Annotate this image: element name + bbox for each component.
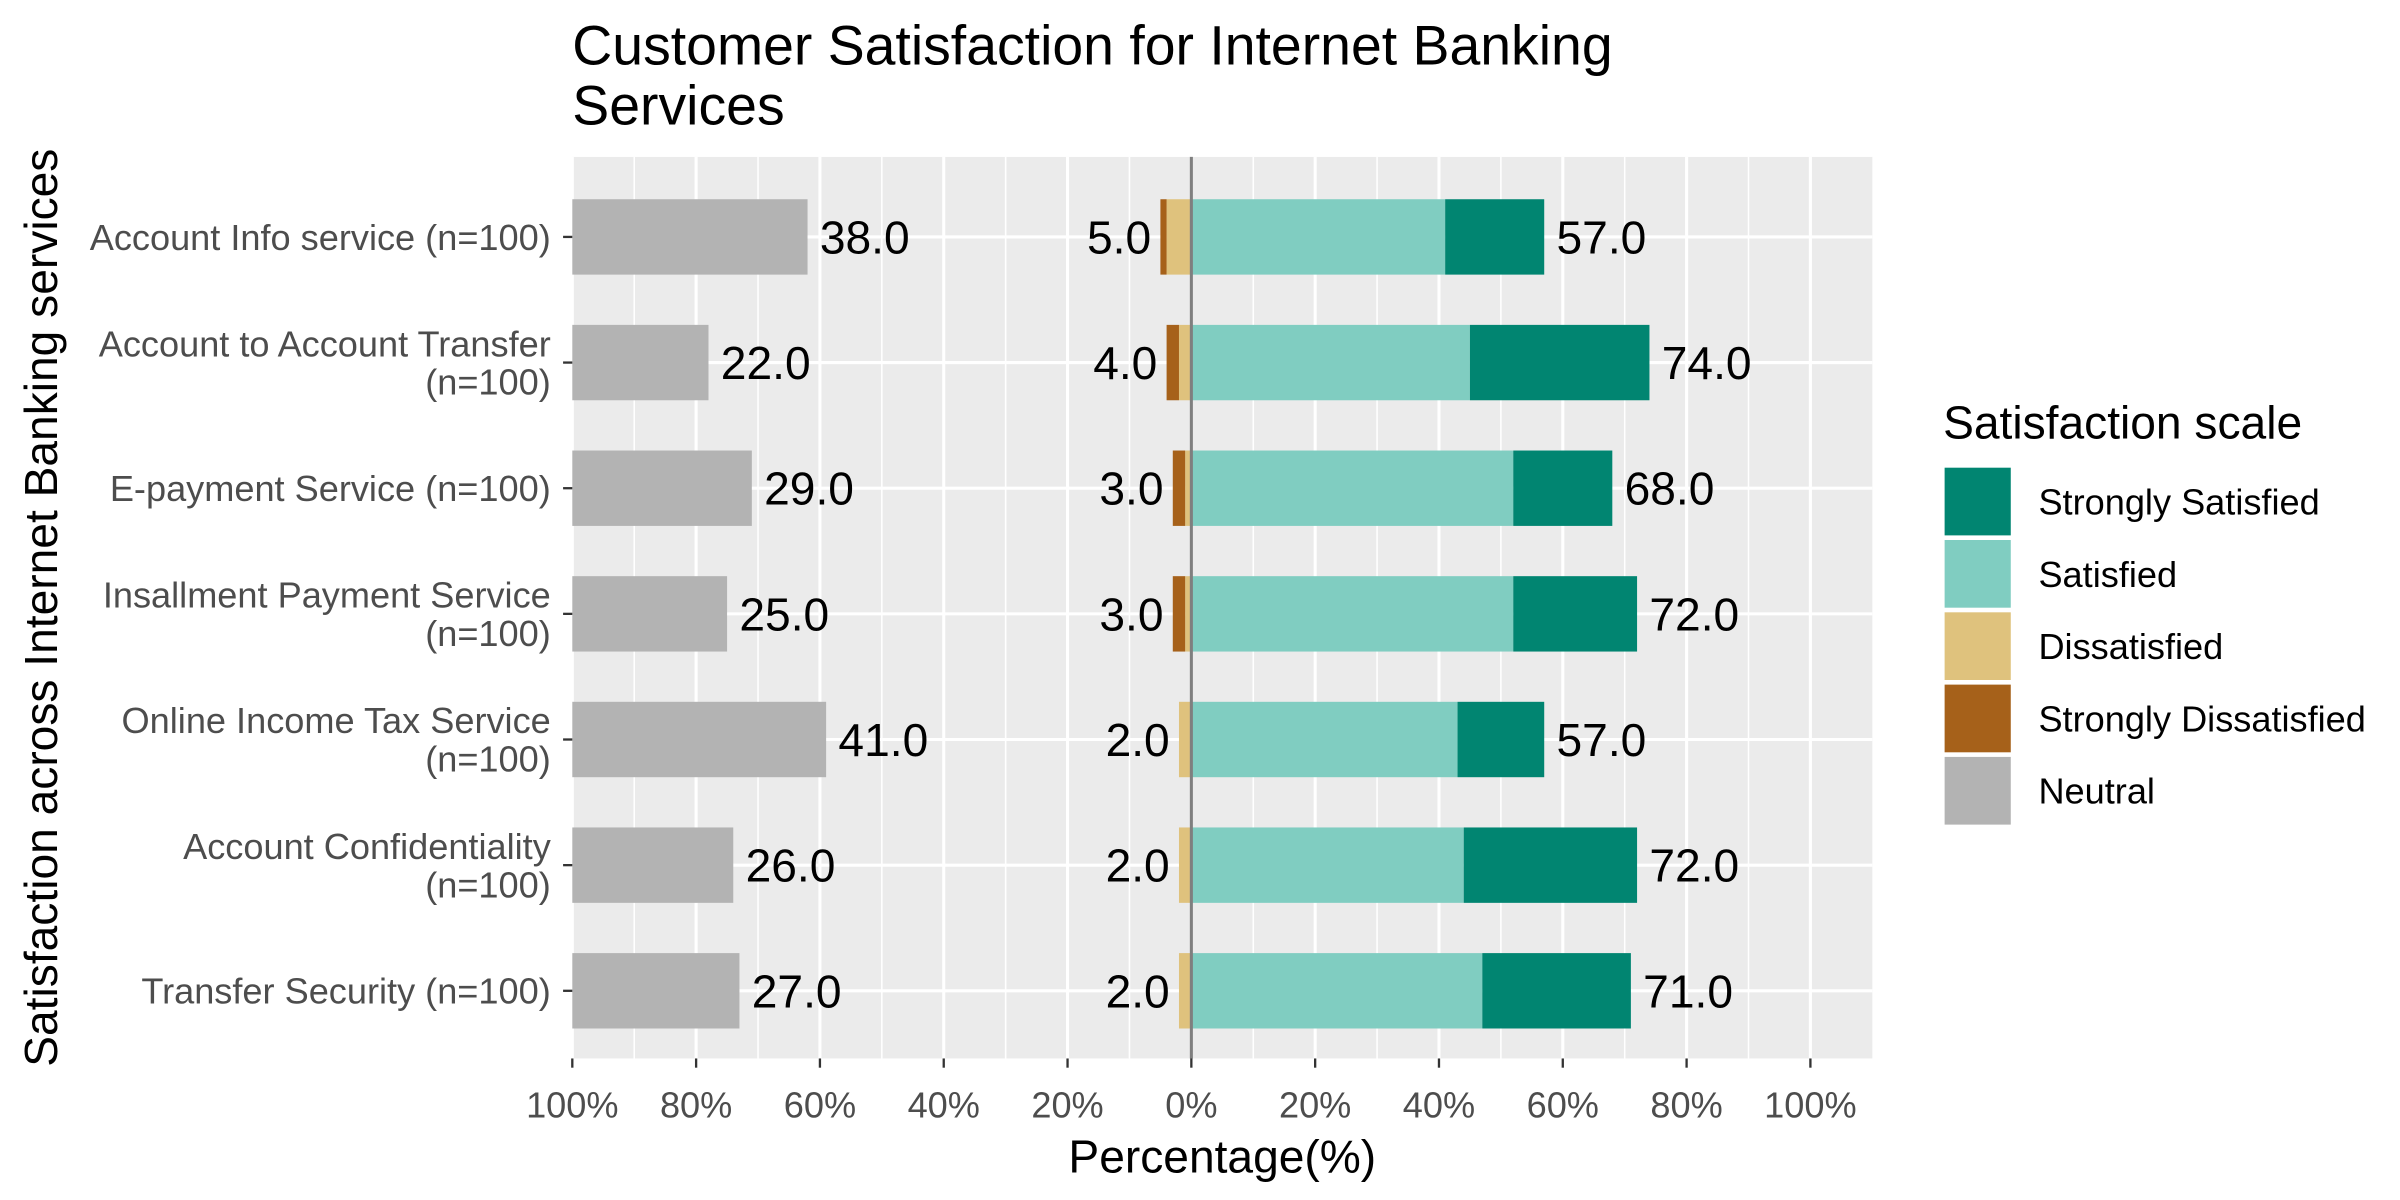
bar-neutral <box>572 576 728 652</box>
chart-title-line-1: Customer Satisfaction for Internet Banki… <box>572 15 1612 77</box>
legend-key-neutral <box>1944 756 2011 825</box>
x-tick-label: 100% <box>526 1085 618 1126</box>
legend-label-satisfied: Satisfied <box>2038 554 2177 595</box>
x-tick-label: 80% <box>1650 1085 1722 1126</box>
positive-total-label: 57.0 <box>1557 714 1647 766</box>
category-label: Online Income Tax Service <box>122 700 551 741</box>
negative-total-label: 3.0 <box>1099 588 1163 640</box>
x-tick-label: 20% <box>1279 1085 1351 1126</box>
bar-strongly-dissatisfied <box>1160 199 1167 275</box>
legend-label-dissatisfied: Dissatisfied <box>2038 626 2223 667</box>
chart-title-line-2: Services <box>572 75 784 137</box>
bars <box>572 199 1650 1029</box>
bar-strongly-dissatisfied <box>1172 450 1186 526</box>
neutral-total-label: 27.0 <box>752 965 842 1017</box>
bar-strongly-satisfied <box>1457 701 1545 778</box>
bar-satisfied <box>1191 324 1470 401</box>
category-label: (n=100) <box>425 362 551 403</box>
category-label: E-payment Service (n=100) <box>110 468 551 509</box>
negative-total-label: 3.0 <box>1099 463 1163 515</box>
positive-total-label: 72.0 <box>1649 840 1739 892</box>
category-label: Account Confidentiality <box>183 826 551 867</box>
bar-satisfied <box>1191 199 1446 275</box>
x-tick-label: 40% <box>1403 1085 1475 1126</box>
negative-total-label: 2.0 <box>1106 965 1170 1017</box>
category-label: (n=100) <box>425 613 551 654</box>
bar-satisfied <box>1191 576 1514 652</box>
y-axis-title: Satisfaction across Internet Banking ser… <box>15 149 67 1067</box>
negative-total-label: 4.0 <box>1093 337 1157 389</box>
bar-dissatisfied <box>1185 450 1192 526</box>
negative-total-label: 2.0 <box>1106 714 1170 766</box>
bar-dissatisfied <box>1178 827 1192 903</box>
x-axis: 100% 80% 60% 40% 20% 0% 20% 40% 60% 80% 100% <box>526 1058 1857 1126</box>
y-axis: Account Info service (n=100) Account to A… <box>90 217 573 1012</box>
legend-key-strongly-dissatisfied <box>1944 684 2011 753</box>
bar-satisfied <box>1191 701 1458 778</box>
bar-neutral <box>572 324 709 401</box>
category-label: Account to Account Transfer <box>99 323 551 364</box>
legend: Satisfaction scale Strongly Satisfied Sat… <box>1943 396 2366 825</box>
negative-total-label: 2.0 <box>1106 840 1170 892</box>
bar-strongly-satisfied <box>1445 199 1545 275</box>
bar-dissatisfied <box>1178 324 1192 401</box>
positive-total-label: 74.0 <box>1662 337 1752 389</box>
bar-neutral <box>572 450 752 526</box>
bar-neutral <box>572 701 827 778</box>
neutral-total-label: 26.0 <box>746 840 836 892</box>
category-label: Insallment Payment Service <box>103 575 551 616</box>
legend-label-strongly-dissatisfied: Strongly Dissatisfied <box>2038 698 2365 739</box>
bar-strongly-satisfied <box>1469 324 1650 401</box>
positive-total-label: 68.0 <box>1625 463 1715 515</box>
x-tick-label: 80% <box>660 1085 732 1126</box>
x-tick-label: 40% <box>908 1085 980 1126</box>
bar-dissatisfied <box>1178 953 1192 1029</box>
plot-panel: 38.0 5.0 57.0 22.0 4.0 74.0 29.0 3.0 68.0 25.0 3.0… <box>570 156 1873 1059</box>
bar-strongly-satisfied <box>1482 953 1631 1029</box>
bar-strongly-satisfied <box>1513 450 1613 526</box>
legend-key-dissatisfied <box>1944 612 2011 680</box>
bar-strongly-satisfied <box>1463 827 1638 903</box>
x-tick-label: 60% <box>784 1085 856 1126</box>
x-axis-title: Percentage(%) <box>1068 1130 1376 1182</box>
x-tick-label: 60% <box>1527 1085 1599 1126</box>
data-labels: 38.0 5.0 57.0 22.0 4.0 74.0 29.0 3.0 68.0 25.0 3.0… <box>721 211 1752 1017</box>
neutral-total-label: 22.0 <box>721 337 811 389</box>
bar-dissatisfied <box>1178 701 1192 778</box>
legend-label-neutral: Neutral <box>2038 771 2155 812</box>
category-label: Transfer Security (n=100) <box>141 971 550 1012</box>
positive-total-label: 72.0 <box>1649 588 1739 640</box>
legend-label-strongly-satisfied: Strongly Satisfied <box>2038 481 2319 522</box>
bar-neutral <box>572 827 734 903</box>
bar-strongly-satisfied <box>1513 576 1638 652</box>
neutral-total-label: 29.0 <box>764 463 854 515</box>
neutral-total-label: 25.0 <box>739 588 829 640</box>
neutral-total-label: 41.0 <box>838 714 928 766</box>
bar-satisfied <box>1191 450 1514 526</box>
negative-total-label: 5.0 <box>1087 211 1151 263</box>
x-tick-label: 100% <box>1764 1085 1856 1126</box>
positive-total-label: 57.0 <box>1557 211 1647 263</box>
positive-total-label: 71.0 <box>1643 965 1733 1017</box>
neutral-total-label: 38.0 <box>820 211 910 263</box>
legend-key-satisfied <box>1944 540 2011 608</box>
bar-strongly-dissatisfied <box>1166 324 1179 401</box>
bar-neutral <box>572 199 808 275</box>
bar-satisfied <box>1191 827 1464 903</box>
legend-key-strongly-satisfied <box>1944 467 2011 536</box>
bar-strongly-dissatisfied <box>1172 576 1186 652</box>
category-label: (n=100) <box>425 739 551 780</box>
bar-neutral <box>572 953 740 1029</box>
bar-satisfied <box>1191 953 1483 1029</box>
x-tick-label: 0% <box>1165 1085 1217 1126</box>
x-tick-label: 20% <box>1031 1085 1103 1126</box>
legend-title: Satisfaction scale <box>1943 396 2302 448</box>
bar-dissatisfied <box>1185 576 1192 652</box>
category-label: Account Info service (n=100) <box>90 217 551 258</box>
category-label: (n=100) <box>425 864 551 905</box>
bar-dissatisfied <box>1166 199 1192 275</box>
